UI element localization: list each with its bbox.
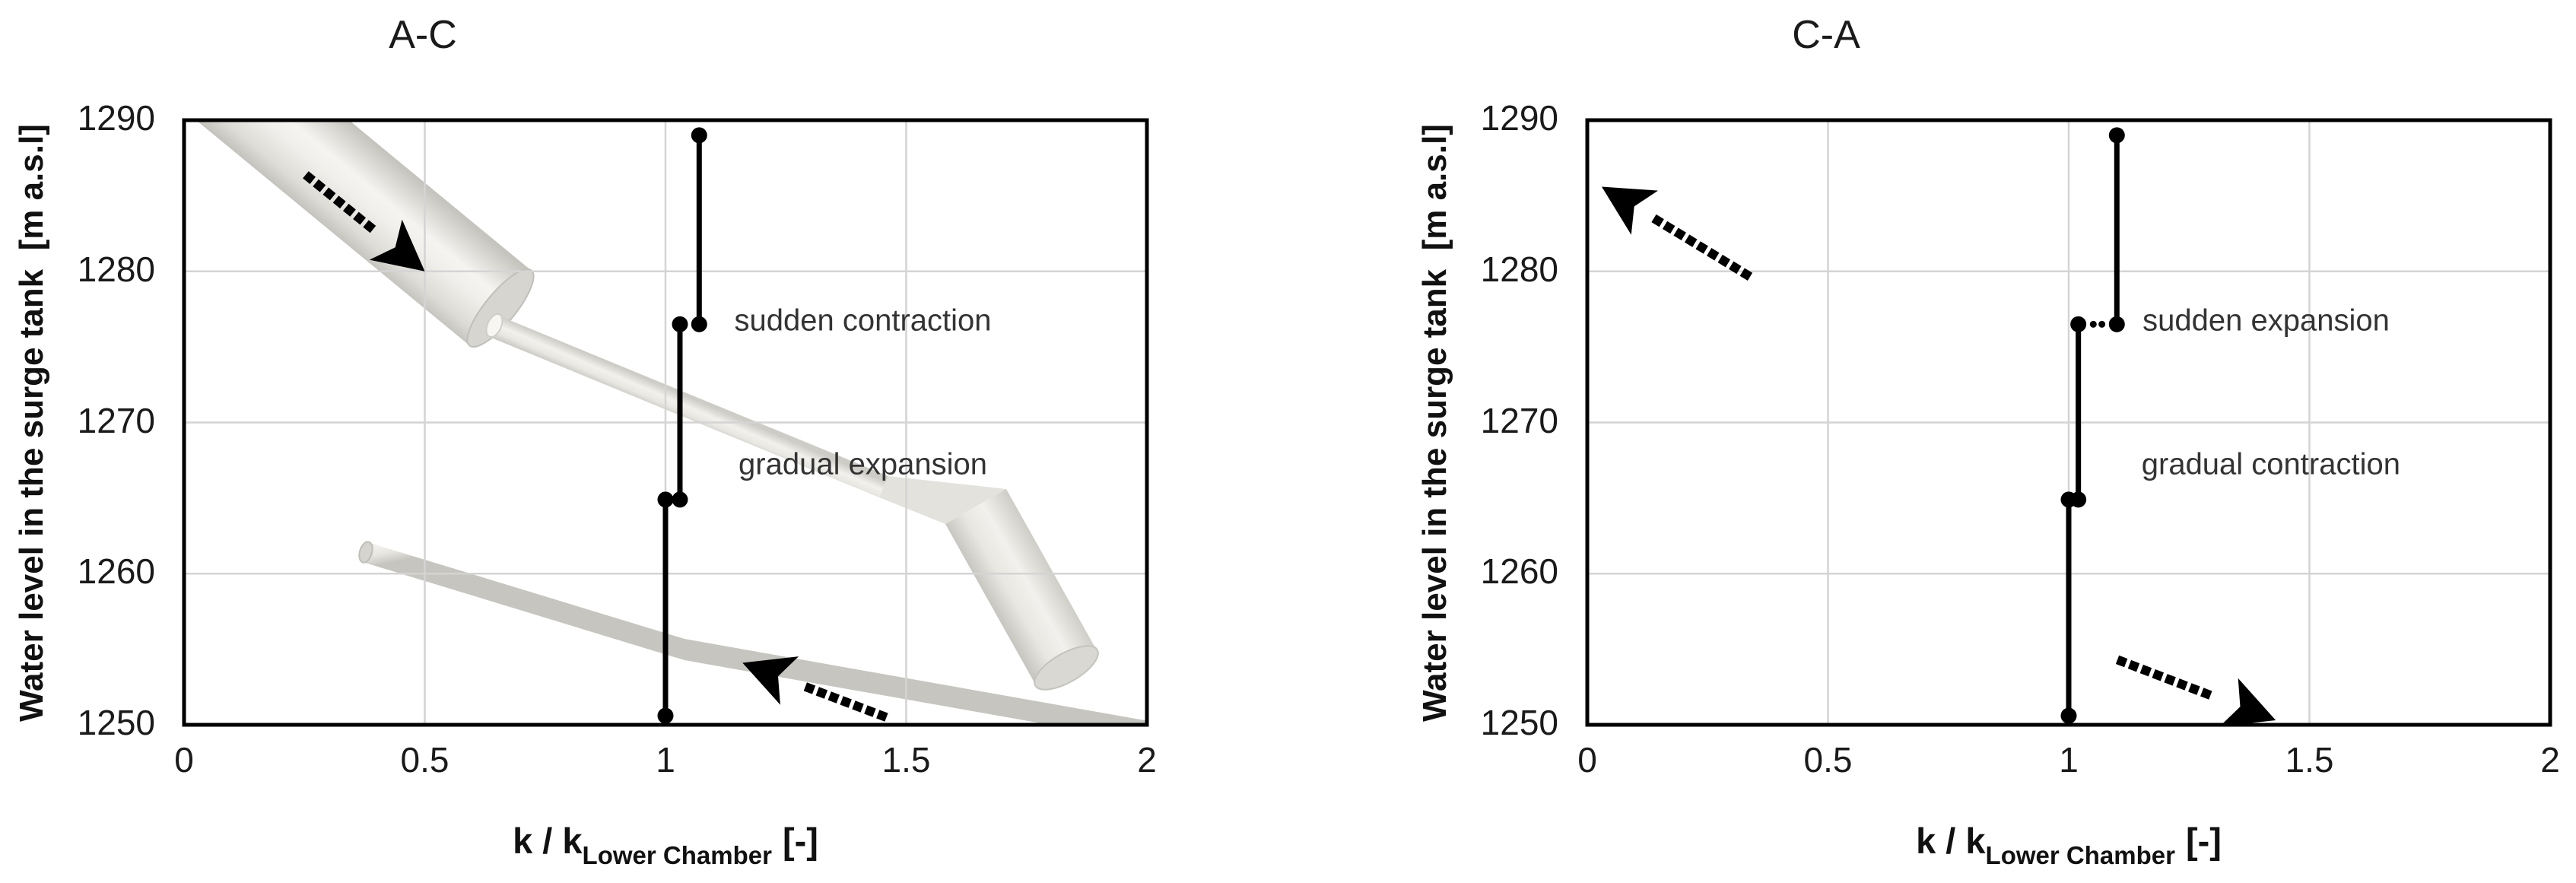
annotation-sudden-expansion: sudden expansion — [2142, 303, 2390, 338]
series-point-marker — [657, 491, 674, 508]
x-axis-label-unit: [-] — [2185, 821, 2222, 861]
arrow-dot — [1673, 227, 1686, 241]
arrow-dot — [363, 220, 376, 233]
series-point-marker — [691, 316, 707, 332]
arrow-head-icon — [1601, 186, 1659, 235]
arrow-dot — [2115, 655, 2128, 668]
arrow-dot — [852, 700, 864, 713]
x-axis-label-subscript: Lower Chamber — [1985, 841, 2175, 869]
y-tick-label: 1270 — [1480, 400, 1558, 440]
arrow-dot — [864, 705, 876, 717]
series-point-marker — [691, 127, 707, 144]
arrow-dot — [332, 195, 346, 209]
x-tick-label: 2 — [2540, 740, 2560, 780]
arrow-dot — [313, 179, 326, 192]
arrow-dot — [1662, 221, 1676, 234]
dotted-connector-dot — [2089, 320, 2097, 328]
x-tick-label: 0 — [1577, 740, 1597, 780]
plot-border — [1585, 118, 2552, 727]
annotation-sudden-contraction: sudden contraction — [734, 303, 992, 338]
flow-direction-arrow-upper-chamber-pipe — [303, 171, 425, 272]
annotation-gradual-contraction: gradual contraction — [2141, 447, 2400, 481]
y-tick-label: 1250 — [77, 703, 155, 742]
series-point-marker — [672, 316, 688, 332]
arrow-dot — [1717, 254, 1731, 268]
arrow-dot — [2139, 664, 2152, 677]
x-axis-label: k / kLower Chamber [-] — [513, 820, 818, 870]
arrow-dot — [1684, 234, 1698, 247]
x-tick-label: 1.5 — [881, 740, 931, 780]
series-point-marker — [2108, 127, 2125, 144]
arrow-dot — [815, 687, 828, 699]
y-tick-label: 1290 — [77, 98, 155, 138]
x-tick-label: 1 — [656, 740, 675, 780]
x-axis-label-main: k / k — [513, 821, 583, 861]
chart-title: A-C — [389, 13, 457, 57]
arrow-head-icon — [2221, 678, 2276, 725]
chart-C-A — [1585, 118, 2552, 727]
y-tick-label: 1260 — [1480, 551, 1558, 592]
arrow-dot — [342, 203, 356, 217]
arrow-dot — [2127, 659, 2140, 672]
series-point-marker — [2108, 316, 2125, 332]
flow-direction-arrow-connection-tunnel-pipe — [2115, 655, 2276, 725]
series-point-marker — [672, 491, 688, 508]
flow-direction-arrow-upper-chamber-pipe — [1601, 186, 1753, 281]
y-tick-label: 1260 — [77, 551, 155, 592]
arrow-dot — [1695, 241, 1709, 254]
arrow-dot — [2176, 678, 2188, 691]
y-tick-label: 1250 — [1480, 703, 1558, 742]
x-tick-label: 0.5 — [1803, 740, 1853, 780]
y-tick-label: 1270 — [77, 400, 155, 440]
chart-title: C-A — [1792, 13, 1860, 57]
y-tick-label: 1280 — [1480, 249, 1558, 289]
y-tick-label: 1280 — [77, 249, 155, 289]
series-point-marker — [2060, 707, 2077, 724]
x-axis-label: k / kLower Chamber [-] — [1916, 820, 2222, 870]
arrow-dot — [876, 710, 888, 722]
x-tick-label: 1 — [2059, 740, 2079, 780]
annotation-gradual-expansion: gradual expansion — [738, 447, 987, 481]
arrow-dot — [2188, 683, 2200, 695]
series-point-marker — [2060, 491, 2077, 508]
arrow-head-icon — [742, 656, 799, 705]
series-point-marker — [657, 707, 674, 724]
dotted-connector-dot — [2098, 320, 2106, 328]
arrow-head-icon — [369, 219, 425, 272]
x-tick-label: 0 — [174, 740, 194, 780]
x-axis-label-subscript: Lower Chamber — [582, 841, 772, 869]
arrow-dot — [322, 187, 336, 201]
arrow-dot — [1651, 214, 1664, 227]
arrow-dot — [2152, 669, 2165, 681]
x-tick-label: 2 — [1137, 740, 1157, 780]
series-point-marker — [2070, 316, 2087, 332]
x-axis-label-unit: [-] — [782, 821, 818, 861]
arrow-dot — [827, 691, 840, 704]
x-axis-label-main: k / k — [1916, 821, 1986, 861]
arrow-dot — [840, 696, 852, 708]
plot-border — [182, 118, 1149, 727]
arrow-dot — [2200, 688, 2212, 700]
flow-direction-arrow-connection-tunnel-pipe — [742, 656, 888, 722]
chart-A-C — [182, 118, 1149, 727]
arrow-dot — [353, 211, 367, 225]
arrow-dot — [1729, 261, 1742, 275]
arrow-dot — [1739, 268, 1753, 281]
x-tick-label: 0.5 — [400, 740, 449, 780]
y-tick-label: 1290 — [1480, 98, 1558, 138]
arrow-dot — [303, 171, 316, 184]
arrow-dot — [803, 682, 816, 694]
x-tick-label: 1.5 — [2285, 740, 2334, 780]
arrow-dot — [1707, 248, 1720, 261]
arrow-dot — [2164, 674, 2176, 686]
